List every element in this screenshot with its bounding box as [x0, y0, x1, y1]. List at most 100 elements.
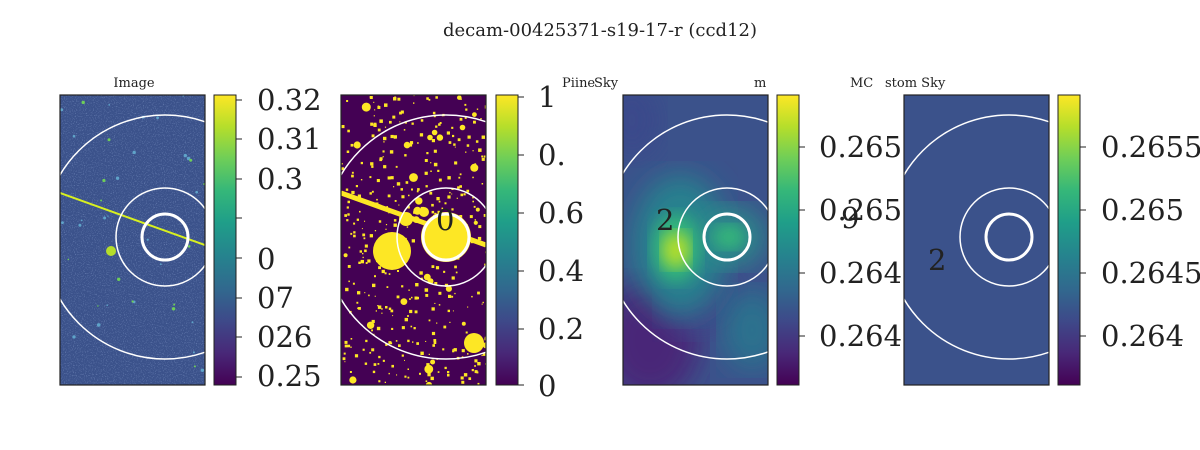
mask-speckle	[341, 163, 343, 165]
mask-speckle	[393, 135, 397, 139]
mask-speckle	[474, 370, 478, 374]
mask-speckle	[350, 232, 353, 235]
star-dot	[132, 150, 136, 155]
mask-speckle	[473, 205, 476, 208]
mask-speckle	[347, 129, 350, 133]
mask-speckle	[433, 162, 438, 167]
mask-speckle	[374, 295, 376, 297]
star-dot	[156, 116, 160, 120]
mask-speckle	[430, 376, 434, 381]
mask-speckle	[353, 222, 356, 225]
mask-speckle	[355, 185, 358, 188]
mask-speckle	[464, 103, 467, 106]
mask-speckle	[362, 233, 366, 237]
panel-custom-sky-frame	[903, 94, 1050, 386]
mask-speckle	[344, 340, 348, 344]
mask-speckle	[357, 291, 361, 295]
panel-image-title: Image	[113, 76, 155, 91]
mask-speckle	[352, 282, 355, 285]
mask-speckle	[370, 162, 374, 166]
mask-speckle	[439, 122, 442, 124]
mask-speckle	[410, 325, 413, 328]
mask-speckle	[395, 165, 398, 168]
mask-speckle	[451, 208, 454, 211]
mask-speckle	[435, 125, 438, 128]
mask-speckle	[362, 256, 364, 259]
mask-speckle	[353, 234, 356, 238]
mask-speckle	[481, 355, 483, 357]
bright-star	[106, 246, 116, 256]
mask-speckle	[390, 134, 394, 139]
mask-speckle	[393, 223, 397, 227]
mask-speckle	[351, 171, 354, 174]
cb2-tick-1: 0.	[538, 138, 566, 172]
mask-speckle	[376, 198, 378, 201]
mask-speckle	[461, 356, 464, 358]
mask-speckle	[448, 294, 452, 298]
mask-speckle	[431, 139, 435, 143]
mask-speckle	[371, 329, 373, 332]
mask-speckle	[414, 310, 418, 314]
mask-speckle	[412, 341, 414, 343]
mask-speckle	[407, 206, 410, 209]
mask-speckle	[449, 191, 451, 194]
mask-speckle	[407, 368, 409, 370]
panel-sky: Sky 2 m	[594, 76, 920, 386]
mask-speckle	[356, 218, 359, 221]
mask-speckle	[347, 265, 351, 268]
mask-speckle	[377, 363, 380, 365]
star-dot	[80, 219, 83, 222]
mask-speckle	[347, 200, 350, 204]
mask-speckle	[467, 353, 469, 355]
mask-blob	[424, 364, 434, 374]
colorbar-mask-ticks	[518, 96, 524, 386]
mask-speckle	[400, 188, 403, 191]
image-noise	[60, 95, 205, 385]
mask-speckle	[481, 155, 484, 158]
cb2-tick-3: 0.4	[538, 254, 584, 288]
mask-speckle	[393, 186, 395, 188]
mask-speckle	[477, 236, 482, 241]
mask-speckle	[444, 202, 447, 205]
mask-speckle	[481, 135, 485, 139]
mask-blob	[400, 298, 408, 305]
satellite-streak	[60, 192, 205, 246]
mask-speckle	[431, 331, 436, 336]
mask-speckle	[351, 174, 354, 178]
mask-speckle	[451, 276, 455, 280]
mask-speckle	[477, 382, 480, 385]
mask-blob	[459, 124, 466, 131]
mask-speckle	[420, 119, 424, 122]
mask-blob	[403, 141, 411, 149]
mask-speckle	[373, 115, 375, 117]
panel-custom-sky: MC stom Sky 2 0.2655 0.265 0.2645 0.264	[850, 76, 1200, 386]
mask-speckle	[443, 325, 447, 329]
mask-speckle	[432, 344, 435, 347]
mask-speckle	[377, 305, 382, 309]
mask-speckle	[459, 173, 462, 176]
mask-speckle	[401, 326, 405, 330]
outer-ring	[341, 114, 486, 360]
mask-speckle	[475, 140, 479, 143]
mask-speckle	[387, 194, 391, 198]
mask-speckle	[424, 171, 428, 175]
star-dot	[99, 323, 101, 325]
mask-blob	[415, 197, 423, 205]
mask-speckle	[384, 126, 387, 128]
mask-speckle	[344, 214, 347, 217]
mask-speckle	[404, 375, 407, 378]
mask-speckle	[425, 340, 427, 342]
mask-speckle	[364, 220, 366, 222]
mask-speckle	[401, 285, 404, 288]
middle-ring	[959, 187, 1049, 287]
mask-speckle	[431, 203, 434, 207]
star-dot	[117, 277, 121, 281]
star-dot	[72, 134, 76, 138]
colorbar-custom-sky	[1057, 94, 1081, 386]
cb4-tick-1: 0.265	[1101, 193, 1184, 227]
star-dot	[193, 365, 196, 368]
mask-speckle	[442, 348, 445, 351]
star-dot	[103, 216, 107, 220]
colorbar-sky-ticks	[799, 146, 805, 337]
mask-speckle	[437, 371, 440, 373]
